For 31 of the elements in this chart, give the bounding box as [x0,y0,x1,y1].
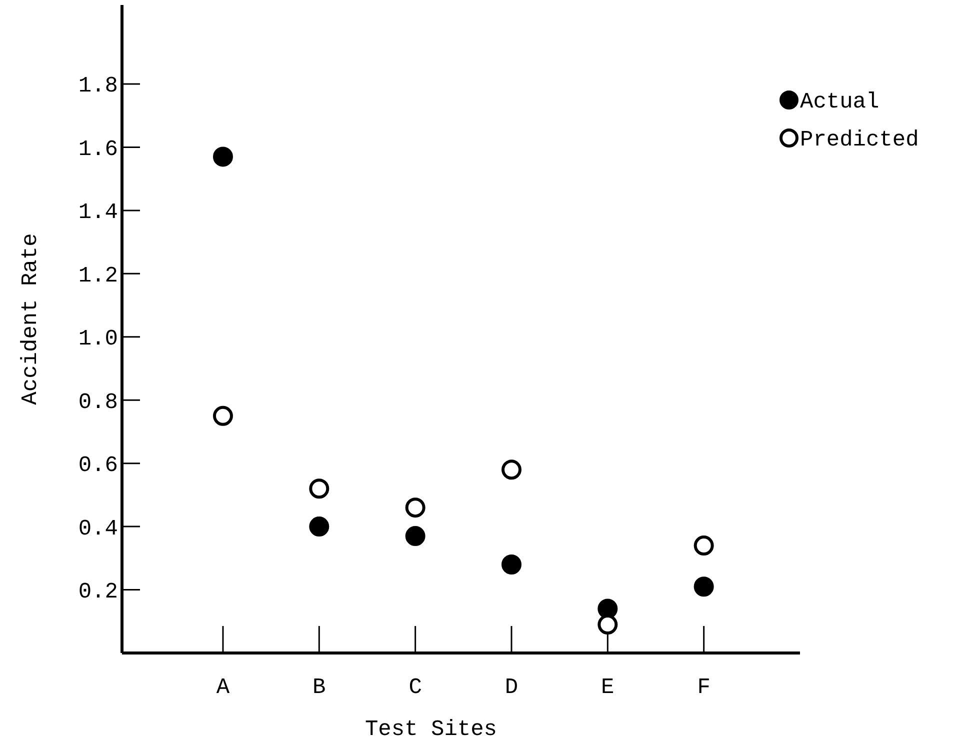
y-tick-label: 1.6 [78,136,118,162]
point [405,498,426,518]
y-tick-label: 1.8 [78,74,118,99]
y-tick-label: 1.4 [78,200,118,226]
point [405,526,426,546]
x-axis-title: Test Sites [364,717,498,742]
x-tick-label: E [601,675,614,700]
y-tick-label: 0.8 [78,390,118,415]
x-tick-label: A [216,675,230,700]
point [694,536,714,556]
point [501,460,522,480]
y-tick-label: 0.4 [78,516,118,542]
y-tick-label: 0.2 [78,579,118,604]
y-axis-title: Accident Rate [18,233,43,405]
x-tick-label: B [312,675,326,700]
point [694,576,714,597]
point [598,598,618,619]
y-tick-label: 1.0 [78,326,118,352]
point [309,516,330,537]
point [309,478,330,499]
legend-label: Actual [800,90,880,115]
x-tick-label: C [408,675,422,700]
point [212,406,233,426]
y-tick-label: 1.2 [78,263,118,288]
point [501,554,522,574]
y-tick-label: 0.6 [78,453,118,478]
legend-label: Predicted [800,128,919,153]
point [212,146,233,167]
x-tick-label: F [697,675,710,700]
x-tick-label: D [504,675,518,700]
point [598,614,618,635]
